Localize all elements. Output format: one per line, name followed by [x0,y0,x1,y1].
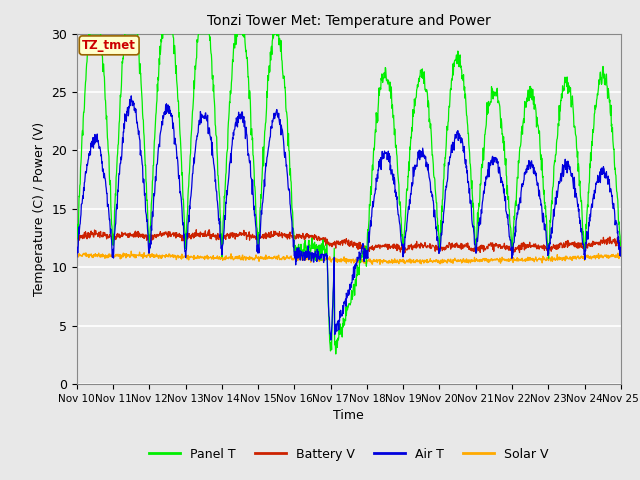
Text: TZ_tmet: TZ_tmet [82,39,136,52]
Legend: Panel T, Battery V, Air T, Solar V: Panel T, Battery V, Air T, Solar V [144,443,554,466]
Y-axis label: Temperature (C) / Power (V): Temperature (C) / Power (V) [33,122,45,296]
Title: Tonzi Tower Met: Temperature and Power: Tonzi Tower Met: Temperature and Power [207,14,491,28]
X-axis label: Time: Time [333,409,364,422]
